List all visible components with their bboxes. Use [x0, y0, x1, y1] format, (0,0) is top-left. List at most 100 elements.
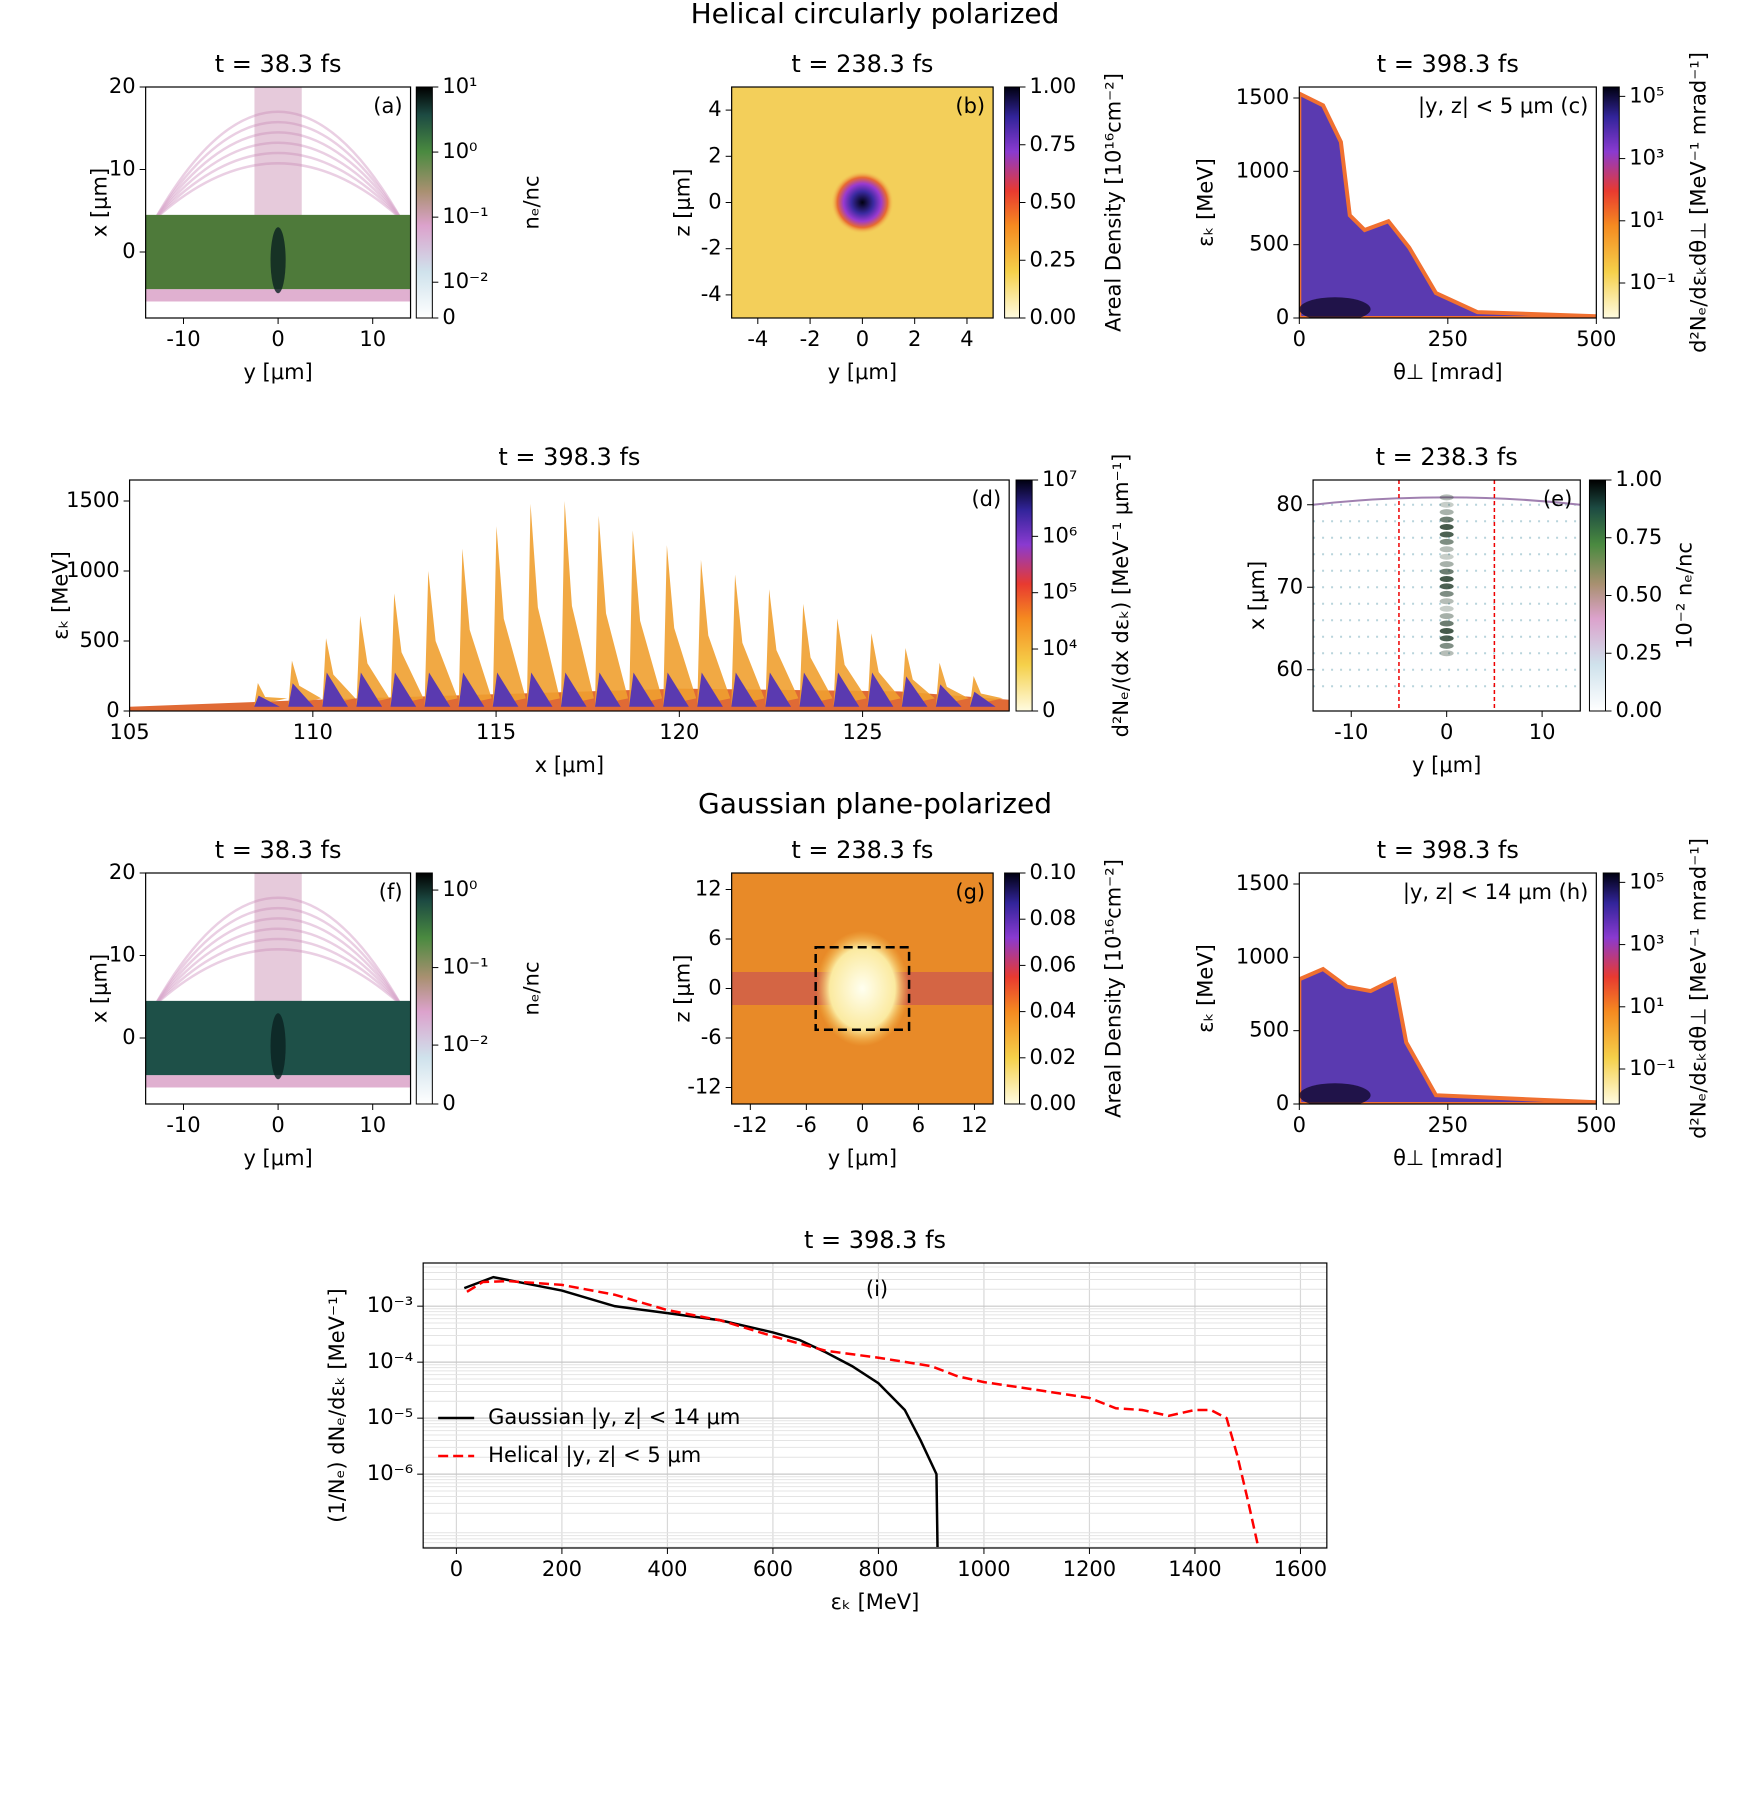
y-axis-label: x [μm]: [1245, 561, 1269, 630]
plot-area: [145, 873, 411, 1104]
x-axis-label: x [μm]: [535, 753, 604, 777]
colorbar-tick-label: 10⁻²: [442, 1032, 488, 1056]
x-axis-label: y [μm]: [1412, 753, 1481, 777]
heatmap-region: [145, 1075, 411, 1088]
colorbar-label: d²Nₑ/dεₖdθ⊥ [MeV⁻¹ mrad⁻¹]: [1686, 52, 1710, 353]
x-tick-label: 1200: [1063, 1557, 1116, 1581]
marker-box: [814, 946, 911, 1031]
heatmap-region: [799, 672, 826, 707]
heatmap-region: [1439, 509, 1454, 516]
y-tick-label: 0: [122, 1025, 135, 1049]
colorbar-label: nₑ/nc: [519, 962, 543, 1016]
colorbar-label: Areal Density [10¹⁶cm⁻²]: [1101, 859, 1125, 1118]
heatmap-arc: [154, 896, 403, 1006]
series-line: [466, 1279, 1260, 1548]
heatmap-region: [663, 672, 689, 707]
x-tick-label: 250: [1428, 1113, 1468, 1137]
x-axis-label: θ⊥ [mrad]: [1393, 1146, 1503, 1170]
y-axis-label: εₖ [MeV]: [49, 551, 73, 640]
heatmap-arc: [154, 151, 403, 220]
x-tick-label: 0: [450, 1557, 463, 1581]
y-axis-label: (1/Nₑ) dNₑ/dεₖ [MeV⁻¹]: [325, 1288, 349, 1522]
colorbar-tick-label: 0: [1042, 698, 1055, 722]
x-axis-label: y [μm]: [243, 1146, 312, 1170]
colorbar-tick-label: 0.75: [1029, 132, 1076, 156]
heatmap-arc: [154, 162, 402, 220]
title: t = 38.3 fs: [215, 50, 342, 78]
x-tick-label: 115: [476, 720, 516, 744]
y-tick-label: -2: [701, 236, 722, 260]
title: t = 238.3 fs: [791, 50, 933, 78]
y-axis-label: z [μm]: [671, 169, 695, 237]
heatmap-region: [1439, 531, 1454, 538]
heatmap-region: [1439, 524, 1454, 531]
y-tick-label: 1000: [1236, 158, 1289, 182]
title: t = 398.3 fs: [1377, 50, 1519, 78]
heatmap-region: [1299, 297, 1371, 318]
x-tick-label: -12: [733, 1113, 767, 1137]
heatmap-region: [560, 672, 587, 707]
x-tick-label: 10: [359, 1113, 386, 1137]
x-tick-label: 2: [908, 327, 921, 351]
colorbar-tick-label: 10⁰: [442, 139, 477, 163]
panel-annotation: (a): [373, 94, 402, 118]
title: t = 238.3 fs: [1376, 443, 1518, 471]
heatmap-region: [1439, 583, 1454, 590]
colorbar-tick-label: 10⁻²: [442, 269, 488, 293]
x-tick-label: 10: [1529, 720, 1556, 744]
heatmap-arc: [154, 906, 403, 1006]
y-tick-label: 10⁻⁵: [367, 1405, 413, 1429]
panel-annotation: (e): [1543, 487, 1572, 511]
y-tick-label: 1000: [66, 558, 119, 582]
y-tick-label: 0: [708, 976, 721, 1000]
heatmap-region: [1439, 501, 1454, 508]
x-tick-label: 1400: [1168, 1557, 1221, 1581]
colorbar-tick-label: 10³: [1629, 146, 1664, 170]
heatmap-region: [867, 672, 894, 707]
x-tick-label: 600: [753, 1557, 793, 1581]
y-tick-label: 500: [1249, 232, 1289, 256]
plot-area: [731, 87, 994, 318]
heatmap-arc: [154, 110, 403, 220]
colorbar-tick-label: 10⁵: [1629, 83, 1664, 107]
heatmap-region: [663, 545, 697, 706]
y-tick-label: 4: [708, 97, 721, 121]
x-tick-label: 12: [961, 1113, 988, 1137]
heatmap-region: [697, 559, 731, 706]
title: t = 398.3 fs: [1377, 836, 1519, 864]
heatmap-region: [322, 672, 349, 707]
colorbar: [1602, 872, 1620, 1105]
heatmap-region: [629, 672, 655, 707]
heatmap-region: [901, 676, 928, 707]
colorbar-tick-label: 0.02: [1029, 1045, 1076, 1069]
y-tick-label: 80: [1276, 492, 1303, 516]
heatmap-region: [815, 930, 910, 1047]
heatmap-region: [595, 515, 629, 706]
colorbar-tick-label: 10⁻¹: [442, 204, 488, 228]
x-tick-label: 0: [1440, 720, 1453, 744]
y-tick-label: 0: [122, 239, 135, 263]
heatmap-region: [765, 672, 792, 707]
colorbar-tick-label: 10³: [1629, 932, 1664, 956]
heatmap-region: [526, 672, 553, 707]
colorbar-tick-label: 0.50: [1616, 583, 1663, 607]
x-tick-label: 6: [912, 1113, 925, 1137]
x-tick-label: 400: [647, 1557, 687, 1581]
y-axis-label: εₖ [MeV]: [1193, 158, 1217, 247]
colorbar-tick-label: 0.06: [1029, 952, 1076, 976]
colorbar-label: Areal Density [10¹⁶cm⁻²]: [1101, 73, 1125, 332]
heatmap-region: [731, 574, 765, 706]
plot-area: [1313, 480, 1581, 711]
heatmap-arc: [154, 131, 403, 220]
heatmap-region: [1299, 1083, 1371, 1104]
plot-area: [1299, 873, 1597, 1104]
series-line: [463, 1275, 939, 1548]
heatmap-region: [254, 87, 302, 219]
colorbar: [1004, 872, 1020, 1105]
heatmap-region: [1439, 576, 1454, 582]
panel-annotation: (f): [379, 880, 403, 904]
heatmap-arc: [1313, 496, 1581, 506]
x-tick-label: 1000: [957, 1557, 1010, 1581]
x-tick-label: 500: [1576, 327, 1616, 351]
heatmap-arc: [154, 120, 403, 220]
